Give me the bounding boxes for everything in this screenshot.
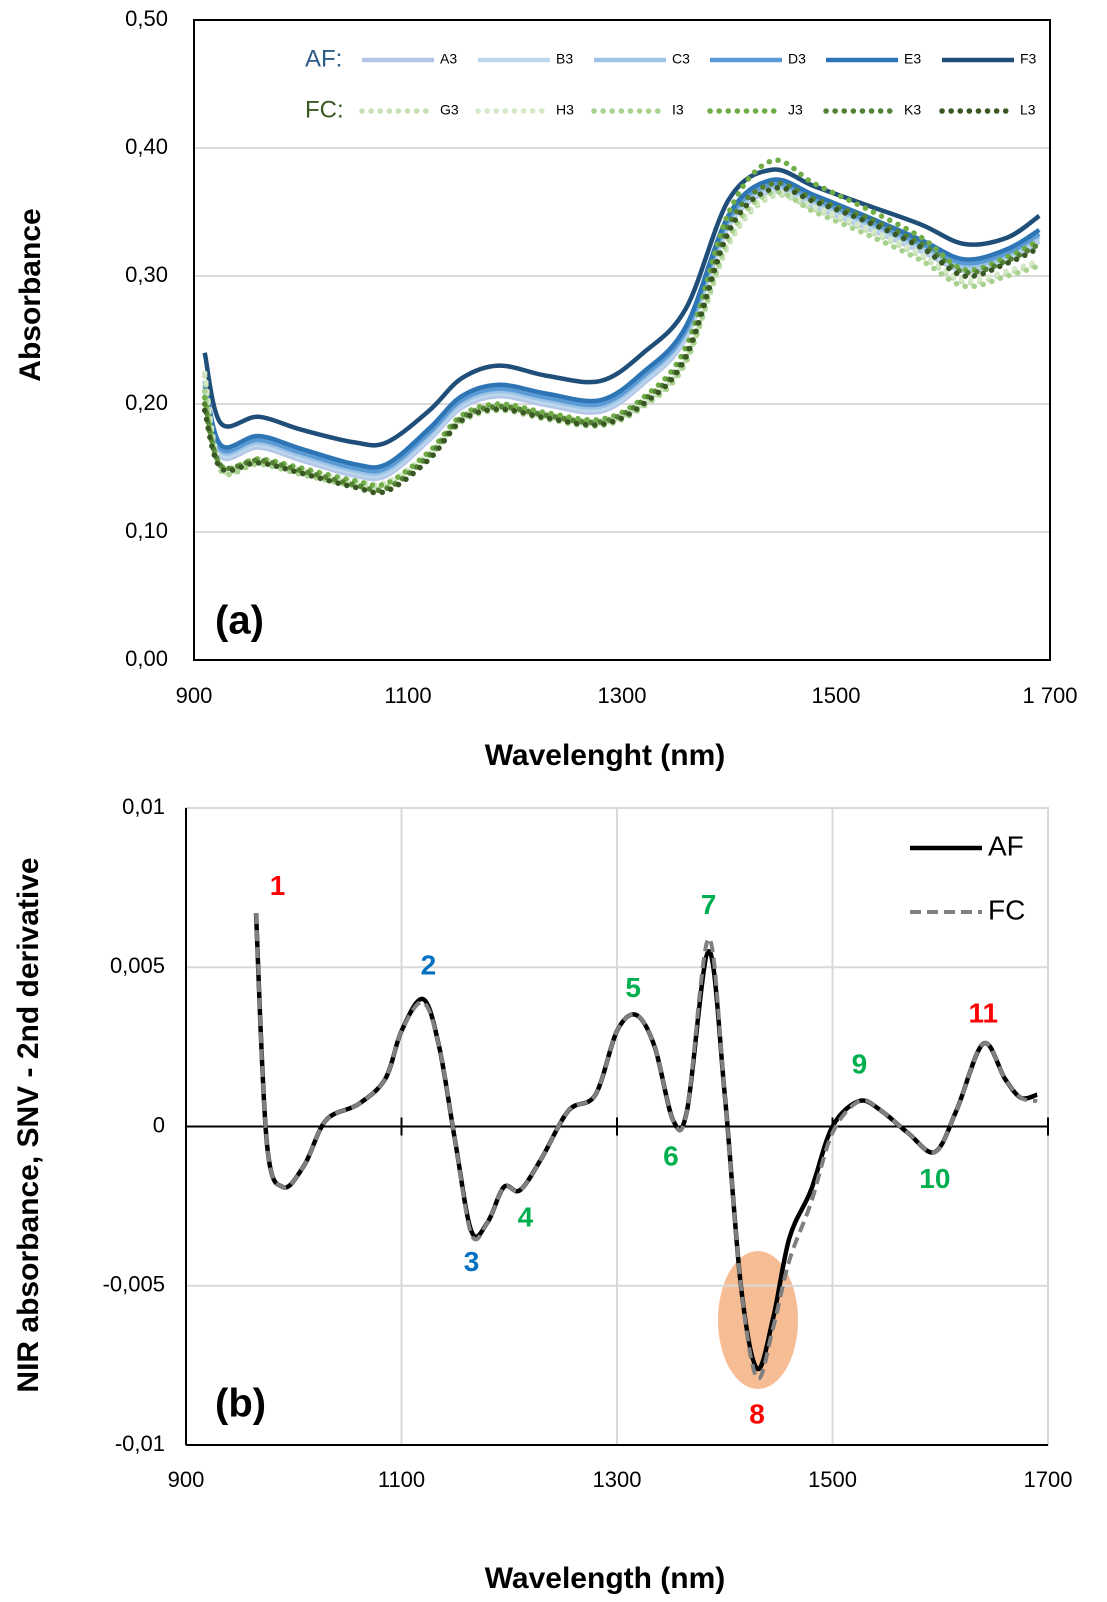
y-tick-label: 0,40 bbox=[125, 134, 168, 159]
series-line bbox=[202, 186, 1041, 479]
y-tick-label: 0,00 bbox=[125, 646, 168, 671]
y-axis-title: Absorbance bbox=[14, 208, 47, 381]
x-tick-label: 1500 bbox=[812, 683, 861, 708]
legend-group-label: FC: bbox=[305, 96, 344, 123]
legend-label: A3 bbox=[440, 51, 457, 67]
chart-panel: -0,01 -0,005 0 0,005 0,01 900 1100 1300 1500 1700… bbox=[12, 794, 1073, 1595]
legend-label: D3 bbox=[788, 51, 806, 67]
annotation: 8 bbox=[749, 1399, 765, 1430]
series-line bbox=[201, 185, 1043, 496]
x-tick-label: 1300 bbox=[593, 1467, 642, 1492]
legend-label: FC bbox=[988, 894, 1025, 925]
annotation: 10 bbox=[919, 1163, 950, 1194]
x-tick-label: 1300 bbox=[598, 683, 647, 708]
legend-label: C3 bbox=[672, 51, 690, 67]
legend-label: K3 bbox=[904, 102, 921, 118]
panel-label: (a) bbox=[215, 599, 264, 643]
series-line bbox=[253, 913, 1038, 1372]
x-tick-label: 900 bbox=[168, 1467, 205, 1492]
annotation: 1 bbox=[270, 870, 286, 901]
legend-label: L3 bbox=[1020, 102, 1036, 118]
plot-frame bbox=[193, 19, 1051, 661]
annotation: 5 bbox=[625, 972, 641, 1003]
legend-label: I3 bbox=[672, 102, 684, 118]
annotation: 6 bbox=[663, 1141, 679, 1172]
y-axis-title: NIR absorbance, SNV - 2nd derivative bbox=[12, 857, 45, 1392]
y-tick-label: 0,01 bbox=[122, 794, 165, 819]
annotation: 11 bbox=[969, 997, 999, 1028]
y-tick-label: -0,005 bbox=[103, 1272, 165, 1297]
chart-panel: 0,00 0,10 0,20 0,30 0,40 0,50 900 1100 1300 1500 1… bbox=[14, 6, 1078, 772]
y-tick-label: 0,30 bbox=[125, 262, 168, 287]
y-tick-label: -0,01 bbox=[115, 1431, 165, 1456]
x-tick-label: 1500 bbox=[808, 1467, 857, 1492]
annotation: 9 bbox=[852, 1048, 868, 1079]
panel-label: (b) bbox=[215, 1382, 266, 1426]
y-tick-label: 0,20 bbox=[125, 390, 168, 415]
legend-label: J3 bbox=[788, 102, 803, 118]
annotation: 4 bbox=[518, 1201, 534, 1232]
x-tick-label: 1 700 bbox=[1022, 683, 1077, 708]
x-axis-title: Wavelength (nm) bbox=[485, 1562, 726, 1595]
x-tick-label: 1700 bbox=[1024, 1467, 1073, 1492]
legend-label: G3 bbox=[440, 102, 459, 118]
annotation: 2 bbox=[421, 950, 437, 981]
series-line bbox=[201, 180, 1043, 494]
annotation: 3 bbox=[464, 1246, 480, 1277]
series-line bbox=[202, 177, 1041, 470]
series-line bbox=[202, 167, 1041, 448]
series-line bbox=[254, 913, 1038, 1381]
series-line bbox=[202, 183, 1041, 477]
legend-label: AF bbox=[988, 830, 1024, 861]
legend-label: E3 bbox=[904, 51, 921, 67]
legend-group-label: AF: bbox=[305, 45, 342, 72]
legend-label: B3 bbox=[556, 51, 573, 67]
x-tick-label: 900 bbox=[176, 683, 213, 708]
x-axis-title: Wavelenght (nm) bbox=[485, 739, 726, 772]
annotation: 7 bbox=[701, 889, 717, 920]
series-line bbox=[201, 157, 1043, 489]
y-tick-label: 0,10 bbox=[125, 518, 168, 543]
x-tick-label: 1100 bbox=[378, 1467, 425, 1492]
legend-label: H3 bbox=[556, 102, 574, 118]
y-tick-label: 0,005 bbox=[110, 953, 165, 978]
series-line bbox=[202, 181, 1041, 474]
x-tick-label: 1100 bbox=[384, 683, 431, 708]
y-tick-label: 0,50 bbox=[125, 6, 168, 31]
y-tick-label: 0 bbox=[153, 1112, 165, 1137]
legend-label: F3 bbox=[1020, 51, 1037, 67]
